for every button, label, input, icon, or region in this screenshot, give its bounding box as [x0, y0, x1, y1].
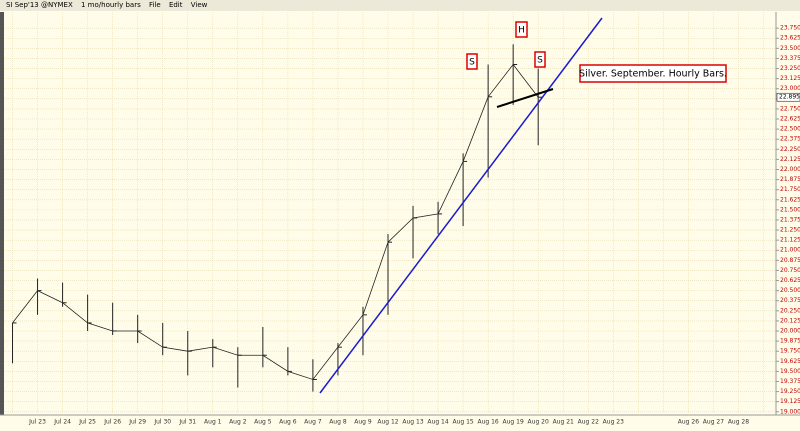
x-tick-label: Aug 27	[703, 419, 724, 426]
x-tick-label: Jul 24	[53, 419, 71, 426]
y-tick-label: 21.625	[780, 196, 800, 203]
y-tick-label: 21.875	[780, 176, 800, 183]
x-tick-label: Jul 26	[103, 419, 121, 426]
x-tick-label: Jul 25	[78, 419, 96, 426]
y-tick-label: 22.250	[780, 146, 800, 153]
x-tick-label: Aug 8	[329, 419, 347, 426]
y-tick-label: 21.375	[780, 216, 800, 223]
y-tick-label: 21.000	[780, 247, 800, 254]
x-tick-label: Aug 12	[377, 419, 398, 426]
y-tick-label: 21.250	[780, 227, 800, 234]
y-tick-label: 22.625	[780, 116, 800, 123]
y-tick-label: 22.000	[780, 166, 800, 173]
x-tick-label: Jul 23	[28, 419, 46, 426]
label-box	[466, 53, 478, 70]
y-tick-label: 22.375	[780, 136, 800, 143]
y-tick-label: 22.500	[780, 126, 800, 133]
y-tick-label: 19.625	[780, 358, 800, 365]
y-tick-label: 19.750	[780, 348, 800, 355]
y-tick-label: 21.125	[780, 237, 800, 244]
x-tick-label: Aug 9	[354, 419, 372, 426]
marks	[12, 44, 543, 392]
neckline	[496, 88, 554, 108]
y-tick-label: 22.750	[780, 105, 800, 112]
left-edge	[0, 12, 4, 415]
trend-line	[319, 17, 603, 394]
annotation: S	[469, 58, 475, 68]
x-tick-label: Aug 26	[678, 419, 699, 426]
x-tick-label: Aug 1	[204, 419, 222, 426]
x-tick-label: Aug 6	[279, 419, 297, 426]
y-tick-label: 19.875	[780, 338, 800, 345]
x-tick-label: Jul 31	[178, 419, 196, 426]
x-tick-label: Jul 30	[153, 419, 171, 426]
y-tick-label: 23.250	[780, 65, 800, 72]
note-box	[579, 64, 727, 83]
y-tick-label: 21.750	[780, 186, 800, 193]
menu-view[interactable]: View	[190, 1, 208, 9]
x-tick-label: Aug 13	[402, 419, 423, 426]
y-tick-label: 19.250	[780, 388, 800, 395]
y-tick-label: 20.125	[780, 317, 800, 324]
y-tick-label: 23.000	[780, 85, 800, 92]
annotation: S	[537, 56, 543, 66]
y-tick-label: 19.000	[780, 408, 800, 415]
y-tick-label: 20.500	[780, 287, 800, 294]
y-tick-label: 22.125	[780, 156, 800, 163]
x-tick-label: Aug 19	[503, 419, 524, 426]
y-tick-label: 19.375	[780, 378, 800, 385]
x-tick-label: Aug 21	[553, 419, 574, 426]
x-tick-label: Aug 14	[427, 419, 448, 426]
x-tick-label: Aug 7	[304, 419, 322, 426]
y-tick-label: 23.625	[780, 35, 800, 42]
toolbar: SI Sep'13 @NYMEX 1 mo/hourly bars File E…	[0, 0, 800, 11]
label-box	[515, 21, 528, 38]
annotation: H	[518, 26, 525, 36]
annotation: Silver. September. Hourly Bars.	[579, 69, 727, 80]
period[interactable]: 1 mo/hourly bars	[81, 1, 141, 9]
y-tick-label: 20.250	[780, 307, 800, 314]
menu-edit[interactable]: Edit	[168, 1, 183, 9]
x-tick-label: Aug 5	[254, 419, 272, 426]
symbol[interactable]: SI Sep'13 @NYMEX	[6, 1, 73, 9]
y-tick-label: 20.375	[780, 297, 800, 304]
x-tick-label: Aug 16	[477, 419, 498, 426]
x-tick-label: Aug 23	[603, 419, 624, 426]
y-tick-label: 23.750	[780, 25, 800, 32]
y-tick-label: 20.750	[780, 267, 800, 274]
y-tick-label: 19.125	[780, 398, 800, 405]
y-tick-label: 23.125	[780, 75, 800, 82]
x-tick-label: Aug 2	[229, 419, 247, 426]
x-tick-label: Aug 28	[728, 419, 749, 426]
y-tick-label: 20.875	[780, 257, 800, 264]
label-box	[534, 51, 546, 68]
y-tick-label: 23.375	[780, 55, 800, 62]
last-price-box	[776, 92, 800, 102]
x-tick-label: Aug 20	[528, 419, 549, 426]
x-tick-label: Aug 15	[452, 419, 473, 426]
y-tick-label: 21.500	[780, 206, 800, 213]
grid	[4, 12, 776, 415]
x-tick-label: Jul 29	[128, 419, 146, 426]
y-tick-label: 23.500	[780, 45, 800, 52]
x-tick-label: Aug 22	[578, 419, 599, 426]
y-tick-label: 20.625	[780, 277, 800, 284]
last-price-label: 22.895	[779, 94, 800, 101]
y-tick-label: 20.000	[780, 328, 800, 335]
y-tick-label: 19.500	[780, 368, 800, 375]
close-line	[12, 63, 539, 380]
menu-file[interactable]: File	[148, 1, 161, 9]
